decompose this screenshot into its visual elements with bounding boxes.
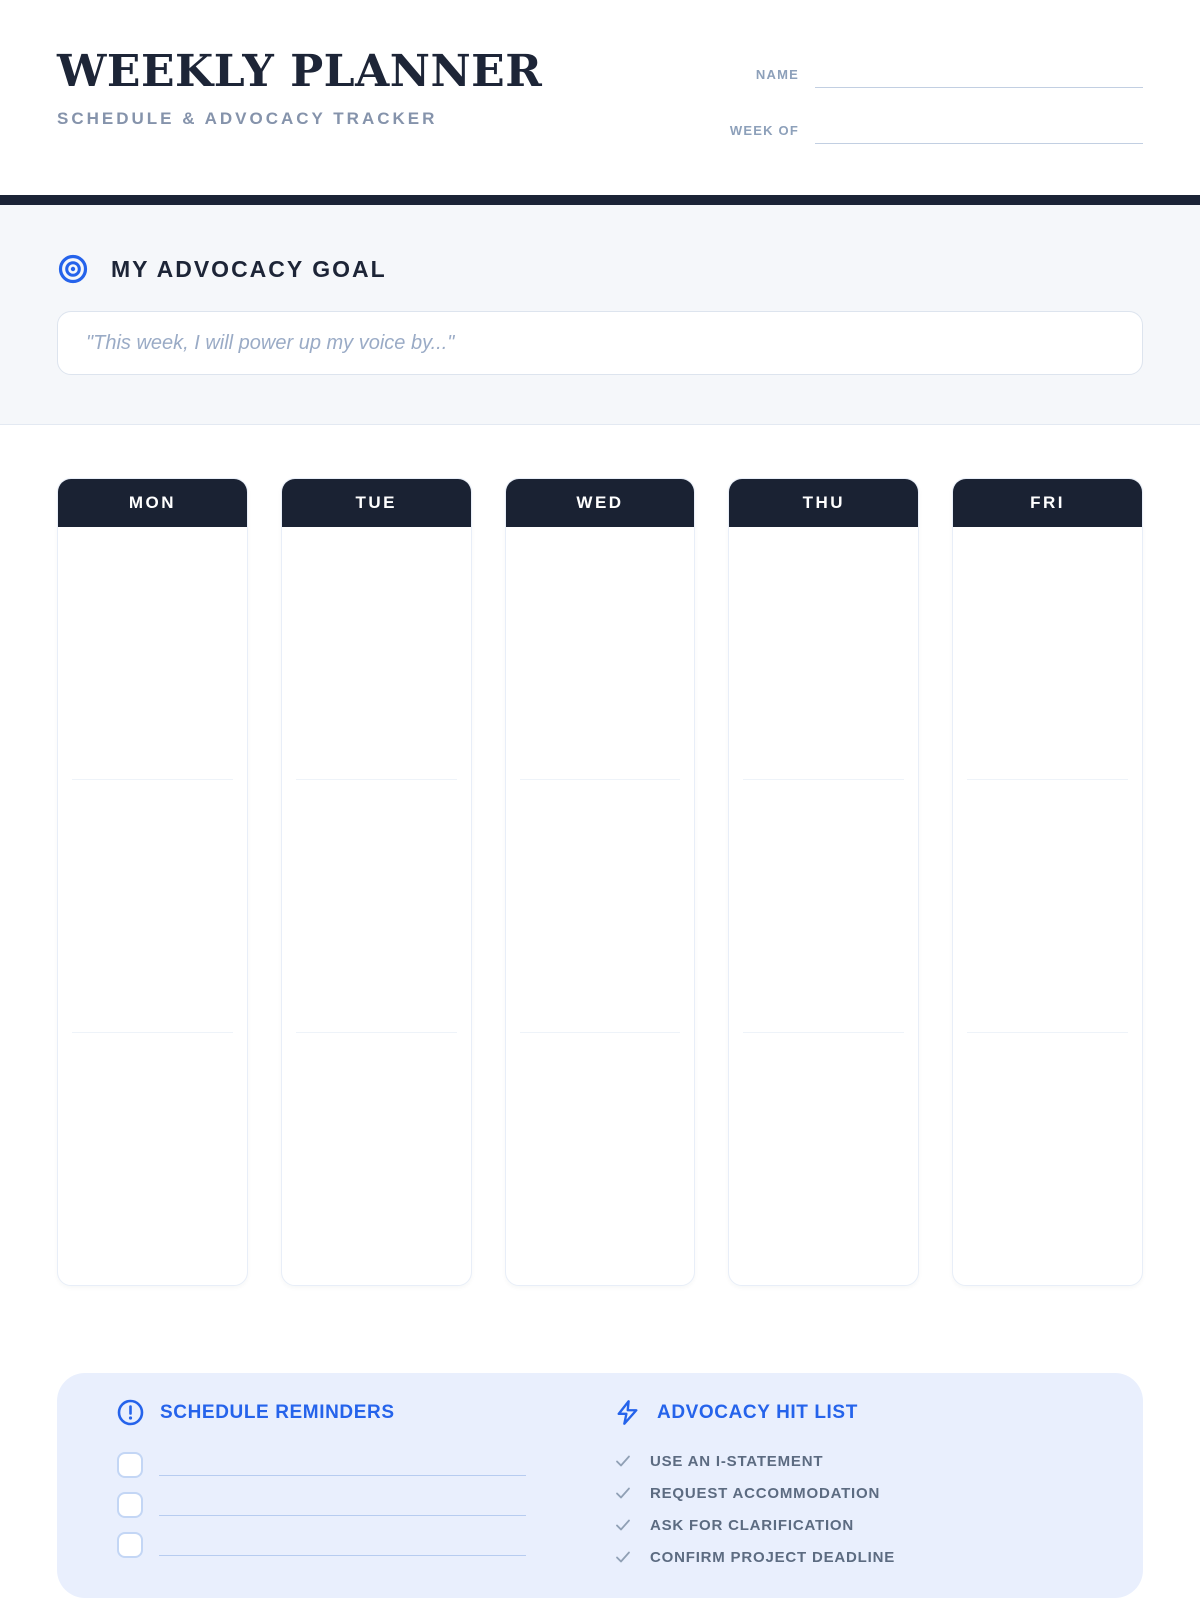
day-notes-wed: [506, 527, 695, 1285]
name-field-row: NAME: [711, 58, 1143, 88]
hit-list-item-label: REQUEST ACCOMMODATION: [650, 1484, 881, 1502]
hit-list-item: CONFIRM PROJECT DEADLINE: [614, 1548, 1083, 1566]
hit-list-item-label: CONFIRM PROJECT DEADLINE: [650, 1548, 896, 1566]
hit-list-item: REQUEST ACCOMMODATION: [614, 1484, 1083, 1502]
hit-list-item-label: ASK FOR CLARIFICATION: [650, 1516, 855, 1534]
week-of-field-row: WEEK OF: [711, 114, 1143, 144]
day-slot[interactable]: [295, 527, 457, 780]
check-icon: [614, 1452, 632, 1470]
day-header-mon: MON: [58, 479, 247, 527]
goal-header: MY ADVOCACY GOAL: [57, 253, 1143, 285]
day-column-mon: MON: [57, 478, 248, 1286]
reminder-checkbox[interactable]: [117, 1452, 143, 1478]
day-slot[interactable]: [519, 780, 681, 1033]
page-title: WEEKLY PLANNER: [57, 46, 543, 97]
day-column-tue: TUE: [280, 478, 472, 1286]
day-column-fri: FRI: [952, 478, 1143, 1286]
page-subtitle: SCHEDULE & ADVOCACY TRACKER: [57, 109, 438, 128]
week-of-label: WEEK OF: [729, 123, 799, 138]
name-label: NAME: [755, 67, 799, 82]
reminder-checkbox[interactable]: [117, 1532, 143, 1558]
day-slot[interactable]: [967, 780, 1128, 1033]
day-slot[interactable]: [520, 1033, 681, 1285]
reminder-input[interactable]: [159, 1494, 526, 1516]
reminder-checkbox[interactable]: [117, 1492, 143, 1518]
day-slot[interactable]: [743, 1033, 904, 1285]
day-notes-mon: [58, 527, 247, 1285]
hit-list-item: USE AN I-STATEMENT: [614, 1452, 1083, 1470]
day-slot[interactable]: [72, 1033, 233, 1285]
day-slot[interactable]: [967, 527, 1128, 780]
day-slot[interactable]: [743, 527, 905, 780]
goal-input[interactable]: [57, 311, 1143, 375]
page-header: WEEKLY PLANNER SCHEDULE & ADVOCACY TRACK…: [0, 0, 1200, 195]
reminders-title: SCHEDULE REMINDERS: [160, 1401, 395, 1423]
name-input[interactable]: [815, 58, 1143, 88]
reminder-row: [117, 1532, 586, 1558]
hit-list-item-label: USE AN I-STATEMENT: [650, 1452, 824, 1470]
day-slot[interactable]: [295, 780, 457, 1033]
check-icon: [614, 1516, 632, 1534]
divider-bar: [0, 195, 1200, 205]
hit-list-title: ADVOCACY HIT LIST: [657, 1401, 858, 1423]
target-icon: [57, 253, 89, 285]
day-slot[interactable]: [519, 527, 681, 780]
reminder-input[interactable]: [159, 1534, 526, 1556]
day-slot[interactable]: [967, 1033, 1128, 1285]
header-fields: NAME WEEK OF: [711, 58, 1143, 170]
day-notes-tue: [282, 527, 471, 1285]
zap-icon: [614, 1399, 641, 1426]
check-icon: [614, 1548, 632, 1566]
day-slot[interactable]: [296, 1033, 457, 1285]
hit-list-item: ASK FOR CLARIFICATION: [614, 1516, 1083, 1534]
day-slot[interactable]: [72, 780, 233, 1033]
day-notes-fri: [953, 527, 1142, 1285]
reminder-row: [117, 1492, 586, 1518]
schedule-reminders: SCHEDULE REMINDERS: [117, 1399, 586, 1572]
week-grid: MON TUE WED THU: [0, 425, 1200, 1286]
advocacy-hit-list: ADVOCACY HIT LIST USE AN I-STATEMENT REQ…: [586, 1399, 1083, 1572]
footer-card: SCHEDULE REMINDERS: [57, 1373, 1143, 1598]
day-column-thu: THU: [728, 478, 920, 1286]
advocacy-goal-section: MY ADVOCACY GOAL: [0, 205, 1200, 425]
day-slot[interactable]: [743, 780, 905, 1033]
day-header-wed: WED: [505, 479, 695, 527]
reminder-input[interactable]: [159, 1454, 526, 1476]
reminders-header: SCHEDULE REMINDERS: [117, 1399, 586, 1426]
day-header-tue: TUE: [281, 479, 471, 527]
day-header-fri: FRI: [953, 479, 1142, 527]
day-notes-thu: [729, 527, 918, 1285]
week-of-input[interactable]: [815, 114, 1143, 144]
day-column-wed: WED: [504, 478, 696, 1286]
alert-circle-icon: [117, 1399, 144, 1426]
hit-list-header: ADVOCACY HIT LIST: [614, 1399, 1083, 1426]
goal-title: MY ADVOCACY GOAL: [111, 255, 387, 282]
day-header-thu: THU: [729, 479, 919, 527]
reminder-row: [117, 1452, 586, 1478]
day-slot[interactable]: [72, 527, 233, 780]
check-icon: [614, 1484, 632, 1502]
